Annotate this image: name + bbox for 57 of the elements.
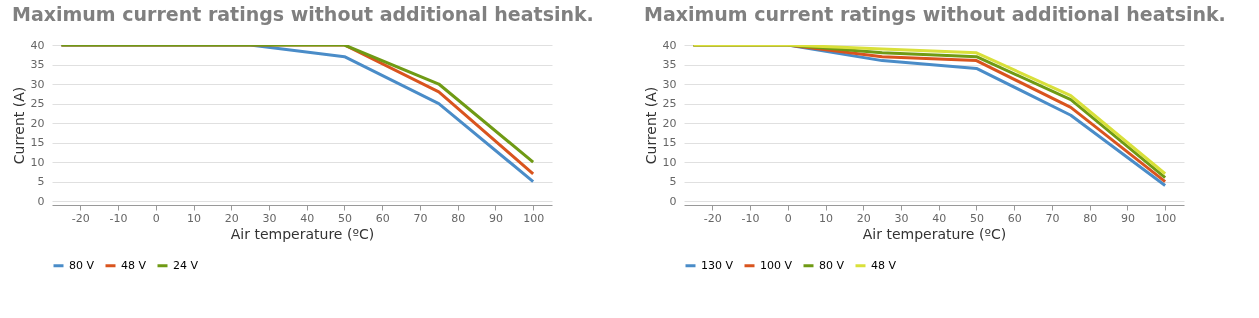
x-tick-label: 30 [894,211,909,225]
x-tick-label: -20 [71,211,90,225]
y-axis-title: Current (A) [10,86,27,165]
x-tick-label: -10 [741,211,760,225]
x-tick-label: 100 [1155,211,1177,225]
legend-label: 80 V [819,258,845,272]
x-axis-title: Air temperature (ºC) [230,225,375,242]
legend-label: 48 V [871,258,897,272]
x-tick-label: 40 [300,211,315,225]
x-tick-label: 80 [451,211,466,225]
y-tick-label: 40 [662,38,677,52]
legend-label: 80 V [69,258,95,272]
y-tick-label: 25 [662,97,677,111]
x-tick-label: 40 [932,211,947,225]
x-axis-title: Air temperature (ºC) [862,225,1007,242]
y-tick-label: 30 [662,77,677,91]
y-tick-label: 5 [37,175,45,189]
chart-title: Maximum current ratings without additional heatsink. [644,3,1226,25]
x-tick-label: 60 [1007,211,1022,225]
x-tick-label: 50 [969,211,984,225]
x-tick-label: 90 [488,211,503,225]
y-tick-label: 30 [30,77,45,91]
y-tick-label: 40 [30,38,45,52]
x-tick-label: 80 [1083,211,1098,225]
legend-label: 24 V [173,258,199,272]
x-tick-label: 50 [337,211,352,225]
x-tick-label: 20 [856,211,871,225]
x-tick-label: 10 [187,211,202,225]
x-tick-label: 0 [152,211,160,225]
x-tick-label: -20 [703,211,722,225]
chart-title: Maximum current ratings without additional heatsink. [12,3,594,25]
y-tick-label: 15 [30,136,45,150]
x-tick-label: 30 [262,211,277,225]
x-tick-label: 60 [375,211,390,225]
y-tick-label: 20 [30,116,45,130]
x-tick-label: 20 [224,211,239,225]
y-tick-label: 25 [30,97,45,111]
y-tick-label: 10 [30,155,45,169]
x-tick-label: 10 [819,211,834,225]
y-tick-label: 5 [669,175,677,189]
x-tick-label: 90 [1120,211,1135,225]
y-axis-title: Current (A) [642,86,659,165]
legend-label: 130 V [701,258,734,272]
x-tick-label: 70 [413,211,428,225]
y-tick-label: 0 [37,194,45,208]
y-tick-label: 15 [662,136,677,150]
x-tick-label: 0 [784,211,792,225]
y-tick-label: 35 [30,58,45,72]
legend-label: 48 V [121,258,147,272]
y-tick-label: 10 [662,155,677,169]
y-tick-label: 20 [662,116,677,130]
y-tick-label: 0 [669,194,677,208]
x-tick-label: -10 [109,211,128,225]
x-tick-label: 70 [1045,211,1060,225]
x-tick-label: 100 [523,211,545,225]
y-tick-label: 35 [662,58,677,72]
legend-label: 100 V [760,258,793,272]
